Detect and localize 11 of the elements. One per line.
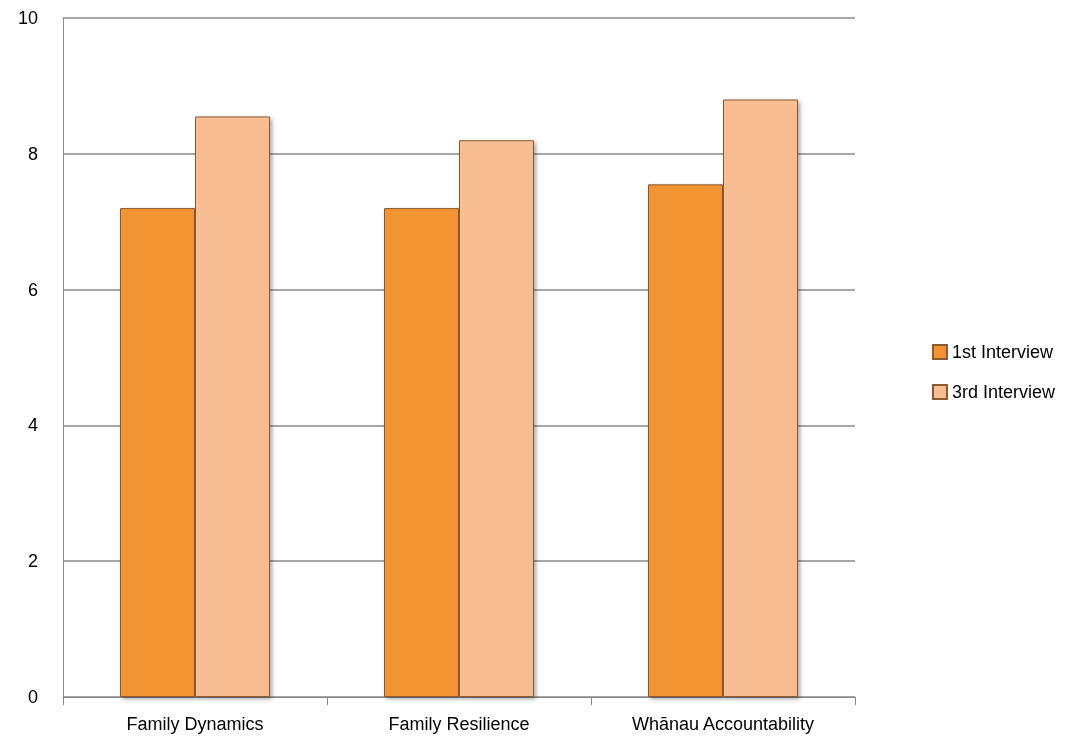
y-tick-label: 6 xyxy=(27,279,38,300)
y-tick-label: 2 xyxy=(27,551,38,572)
legend-label: 3rd Interview xyxy=(951,382,1056,402)
y-tick-label: 10 xyxy=(17,8,38,28)
x-tick-label: Family Resilience xyxy=(388,714,530,734)
x-tick-label: Family Dynamics xyxy=(126,714,264,734)
y-tick-label: 4 xyxy=(27,415,38,436)
y-tick-label: 0 xyxy=(27,687,38,707)
legend-label: 1st Interview xyxy=(951,342,1054,362)
x-tick-label: Whānau Accountability xyxy=(631,714,815,734)
y-tick-label: 8 xyxy=(27,143,38,164)
